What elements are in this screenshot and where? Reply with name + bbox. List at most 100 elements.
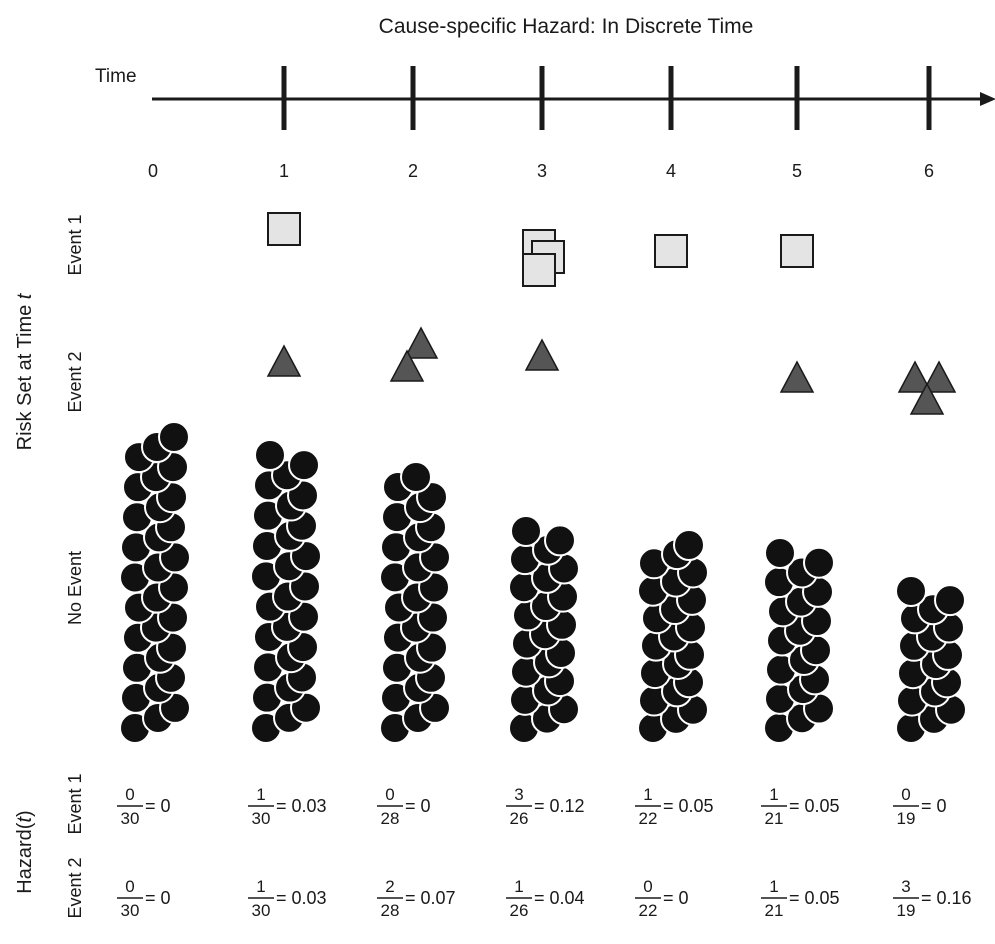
hazard-value: = 0.03 [276,796,327,816]
event2-triangle [266,344,302,377]
event2-markers [266,326,957,415]
fraction-denominator: 19 [897,809,916,828]
no-event-circle [158,421,190,453]
hazard-value: = 0.03 [276,888,327,908]
hazard-labels: Hazard(t) Event 1 Event 2 [14,773,85,918]
hazard-event2-cell-1: 1 30 = 0.03 [248,877,327,920]
hazard-event1-cell-5: 1 21 = 0.05 [761,785,840,828]
hazard-value: = 0.04 [534,888,585,908]
hazard-label-event1: Event 1 [65,773,85,834]
fraction-numerator: 0 [125,785,134,804]
hazard-label-prefix: Hazard( [14,822,36,893]
hazard-event2-row: 0 30 = 0 1 30 = 0.03 2 28 = 0.07 1 26 = 0.04 0 22 = 0 1… [117,877,972,920]
hazard-event2-cell-4: 0 22 = 0 [635,877,689,920]
hazard-value: = 0.05 [663,796,714,816]
tick-label-3: 3 [537,161,547,181]
hazard-event2-cell-5: 1 21 = 0.05 [761,877,840,920]
fraction-denominator: 30 [252,901,271,920]
no-event-markers [119,421,967,744]
no-event-circle [895,575,927,607]
fraction-numerator: 3 [901,877,910,896]
tick-label-4: 4 [666,161,676,181]
event1-square [522,253,556,287]
no-event-circle [288,449,320,482]
hazard-event1-cell-6: 0 19 = 0 [893,785,947,828]
fraction-numerator: 3 [514,785,523,804]
fraction-denominator: 30 [252,809,271,828]
hazard-label-var: t [14,816,36,823]
hazard-value: = 0.05 [789,796,840,816]
fraction-denominator: 21 [765,901,784,920]
hazard-event2-cell-6: 3 19 = 0.16 [893,877,972,920]
event2-triangle [403,326,439,359]
hazard-value: = 0 [663,888,689,908]
hazard-label-suffix: ) [14,810,36,817]
event1-square [267,212,301,246]
hazard-event1-cell-2: 0 28 = 0 [377,785,431,828]
risk-set-label-var: t [14,292,36,299]
fraction-denominator: 30 [121,901,140,920]
fraction-numerator: 1 [643,785,652,804]
hazard-value: = 0 [145,796,171,816]
fraction-numerator: 0 [643,877,652,896]
row-label-event2: Event 2 [65,351,85,412]
row-label-event1: Event 1 [65,214,85,275]
tick-label-1: 1 [279,161,289,181]
no-event-circle [673,529,705,561]
fraction-numerator: 1 [256,877,265,896]
tick-label-6: 6 [924,161,934,181]
hazard-value: = 0.05 [789,888,840,908]
time-axis-label: Time [95,66,137,87]
hazard-event1-cell-3: 3 26 = 0.12 [506,785,585,828]
fraction-denominator: 21 [765,809,784,828]
hazard-event2-cell-2: 2 28 = 0.07 [377,877,456,920]
event1-square [654,234,688,268]
no-event-circle [510,515,542,547]
no-event-circle [803,546,835,579]
risk-set-label-text: Risk Set at Time [14,299,36,450]
fraction-numerator: 0 [125,877,134,896]
fraction-denominator: 30 [121,809,140,828]
fraction-numerator: 1 [256,785,265,804]
hazard-label-event2: Event 2 [65,857,85,918]
fraction-denominator: 28 [381,809,400,828]
no-event-circle [400,461,432,493]
hazard-value: = 0.12 [534,796,585,816]
event2-triangle [897,360,933,393]
fraction-numerator: 0 [901,785,910,804]
fraction-denominator: 26 [510,809,529,828]
fraction-denominator: 26 [510,901,529,920]
hazard-value: = 0 [921,796,947,816]
event1-square [780,234,814,268]
tick-label-5: 5 [792,161,802,181]
row-labels: Risk Set at Time t Event 1 Event 2 No Ev… [14,214,85,625]
hazard-event2-cell-0: 0 30 = 0 [117,877,171,920]
no-event-circle [764,537,796,569]
diagram-title: Cause-specific Hazard: In Discrete Time [379,15,754,38]
no-event-circle [934,584,966,617]
hazard-value: = 0 [145,888,171,908]
fraction-numerator: 1 [769,785,778,804]
fraction-denominator: 19 [897,901,916,920]
hazard-value: = 0.16 [921,888,972,908]
hazard-value: = 0.07 [405,888,456,908]
fraction-numerator: 0 [385,785,394,804]
fraction-denominator: 22 [639,901,658,920]
fraction-numerator: 2 [385,877,394,896]
event2-triangle [921,360,957,393]
hazard-value: = 0 [405,796,431,816]
no-event-circle [254,439,286,471]
hazard-event1-cell-4: 1 22 = 0.05 [635,785,714,828]
fraction-denominator: 22 [639,809,658,828]
time-axis: Time 0 1 2 3 4 5 6 [95,66,995,181]
event2-triangle [524,338,560,371]
no-event-circle [544,524,576,557]
hazard-event2-cell-3: 1 26 = 0.04 [506,877,585,920]
event2-triangle [779,360,815,393]
hazard-event1-cell-0: 0 30 = 0 [117,785,171,828]
risk-set-label: Risk Set at Time t [14,292,36,450]
event2-triangle [909,382,945,415]
tick-label-2: 2 [408,161,418,181]
